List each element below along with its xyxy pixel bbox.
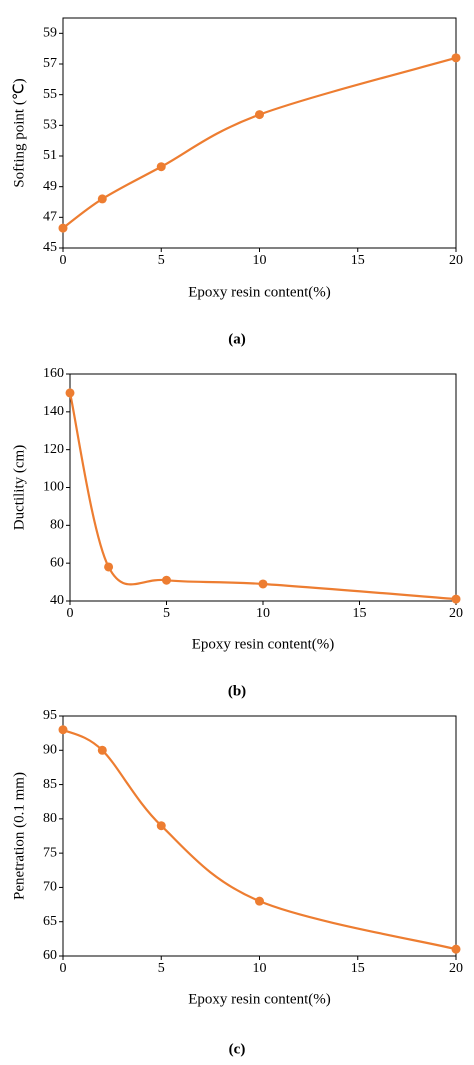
y-tick-label: 80 <box>43 811 57 826</box>
marker <box>58 223 68 233</box>
x-tick-label: 5 <box>158 961 165 976</box>
plot-frame <box>69 373 457 602</box>
y-tick-label: 80 <box>50 518 64 533</box>
plot-frame <box>62 715 457 957</box>
y-tick-label: 140 <box>43 404 64 419</box>
x-tick-label: 0 <box>60 961 67 976</box>
x-tick-label: 15 <box>351 253 365 268</box>
y-axis-label: Penetration (0.1 mm) <box>11 772 27 900</box>
x-tick-label: 0 <box>60 253 67 268</box>
y-tick-label: 55 <box>43 87 57 102</box>
y-axis-label: Softing point (℃) <box>11 78 27 187</box>
y-tick-label: 60 <box>50 555 64 570</box>
y-tick-label: 100 <box>43 480 64 495</box>
x-tick-label: 20 <box>449 961 463 976</box>
y-tick-label: 53 <box>43 118 57 133</box>
x-axis-label: Epoxy resin content(%) <box>188 284 330 300</box>
x-tick-label: 20 <box>449 606 463 621</box>
line <box>68 392 457 601</box>
x-tick-label: 5 <box>163 606 170 621</box>
marker <box>451 594 461 604</box>
y-tick-label: 40 <box>50 593 64 608</box>
panel-label: (c) <box>229 1041 246 1057</box>
panel-label: (a) <box>228 331 246 347</box>
marker <box>97 194 107 204</box>
y-tick-label: 160 <box>43 366 64 381</box>
plot-frame <box>62 17 457 249</box>
y-tick-label: 45 <box>43 240 57 255</box>
y-tick-label: 47 <box>43 210 57 225</box>
x-tick-label: 10 <box>256 606 270 621</box>
marker <box>156 821 166 831</box>
x-tick-label: 15 <box>351 961 365 976</box>
marker <box>104 562 114 572</box>
y-tick-label: 60 <box>43 948 57 963</box>
y-tick-label: 85 <box>43 777 57 792</box>
marker <box>156 162 166 172</box>
marker <box>451 53 461 63</box>
x-tick-label: 20 <box>449 253 463 268</box>
x-tick-label: 10 <box>253 961 267 976</box>
y-tick-label: 90 <box>43 743 57 758</box>
marker <box>58 725 68 735</box>
x-tick-label: 15 <box>353 606 367 621</box>
x-axis-label: Epoxy resin content(%) <box>192 636 334 652</box>
line <box>62 56 457 229</box>
marker <box>97 745 107 755</box>
x-tick-label: 0 <box>67 606 74 621</box>
marker <box>162 575 171 585</box>
y-tick-label: 120 <box>43 442 64 457</box>
y-tick-label: 70 <box>43 880 57 895</box>
marker <box>258 579 268 589</box>
y-tick-label: 95 <box>43 708 57 723</box>
marker <box>255 110 264 120</box>
y-tick-label: 59 <box>43 26 57 41</box>
x-tick-label: 5 <box>158 253 165 268</box>
y-tick-label: 49 <box>43 179 57 194</box>
x-axis-label: Epoxy resin content(%) <box>188 991 330 1007</box>
y-tick-label: 57 <box>43 56 57 71</box>
marker <box>65 388 75 398</box>
marker <box>451 944 461 954</box>
y-axis-label: Ductility (cm) <box>11 445 27 530</box>
y-tick-label: 51 <box>43 148 57 163</box>
y-tick-label: 75 <box>43 845 57 860</box>
panel-label: (b) <box>228 683 246 699</box>
line <box>62 728 457 951</box>
y-tick-label: 65 <box>43 914 57 929</box>
x-tick-label: 10 <box>253 253 267 268</box>
marker <box>255 896 264 906</box>
